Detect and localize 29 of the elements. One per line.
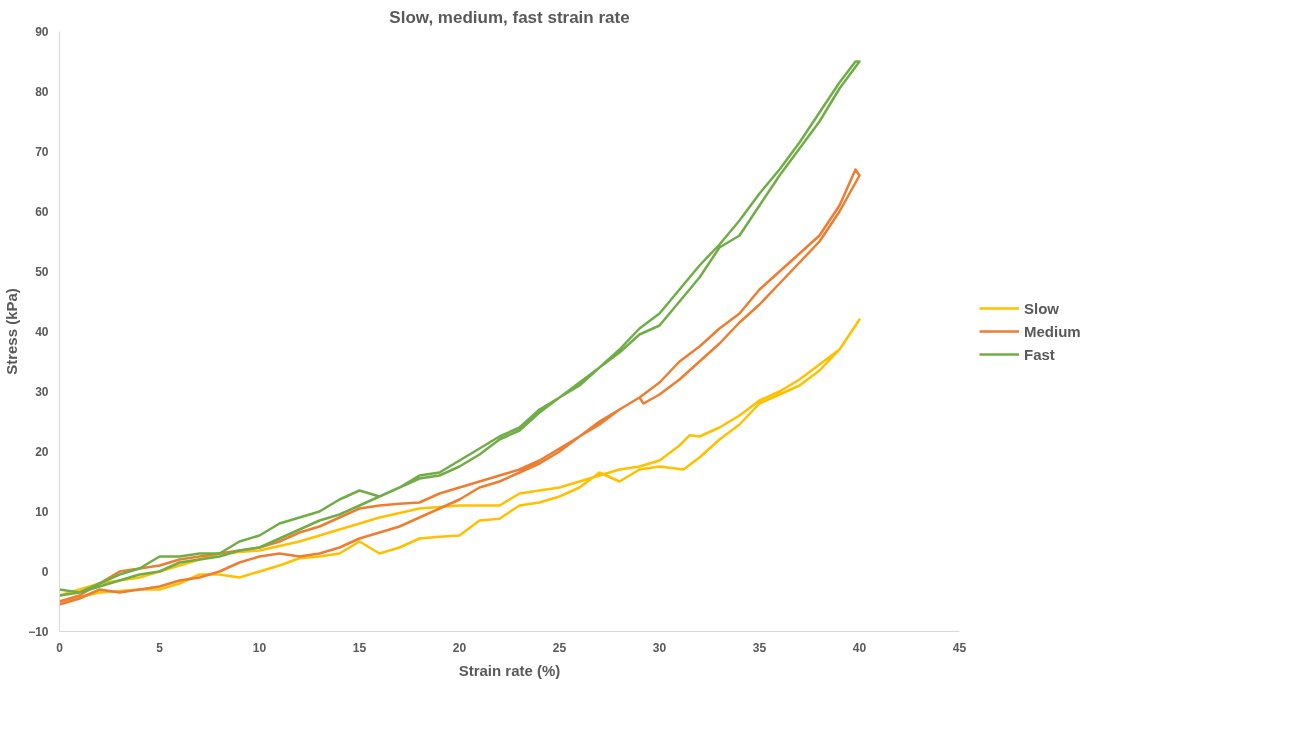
legend-label: Fast xyxy=(1024,345,1055,363)
y-tick-label: 60 xyxy=(35,205,49,219)
y-axis-title: Stress (kPa) xyxy=(3,288,21,375)
legend-label: Medium xyxy=(1024,322,1081,340)
y-tick-label: −10 xyxy=(28,625,49,639)
x-tick-label: 25 xyxy=(552,640,567,655)
x-tick-label: 10 xyxy=(252,640,267,655)
legend-label: Slow xyxy=(1024,299,1060,317)
y-tick-label: 90 xyxy=(35,25,49,39)
line-series xyxy=(59,60,861,597)
y-tick-label: 80 xyxy=(35,85,49,99)
x-tick-label: 5 xyxy=(156,640,164,655)
x-tick-label: 20 xyxy=(452,640,467,655)
x-axis-title: Strain rate (%) xyxy=(458,661,561,679)
x-tick-label: 0 xyxy=(56,640,64,655)
y-tick-label: 20 xyxy=(35,445,49,459)
x-tick-label: 15 xyxy=(352,640,367,655)
x-tick-label: 35 xyxy=(752,640,767,655)
y-tick-label: 10 xyxy=(35,505,49,519)
y-tick-label: 70 xyxy=(35,145,49,159)
chart-title: Slow, medium, fast strain rate xyxy=(389,7,630,27)
x-tick-label: 45 xyxy=(952,640,967,655)
y-tick-label: 40 xyxy=(35,325,49,339)
x-tick-label: 40 xyxy=(852,640,867,655)
y-tick-label: 30 xyxy=(35,385,49,399)
line-series xyxy=(59,168,861,606)
y-tick-label: 50 xyxy=(35,265,49,279)
x-tick-label: 30 xyxy=(652,640,667,655)
y-tick-label: 0 xyxy=(41,565,49,579)
